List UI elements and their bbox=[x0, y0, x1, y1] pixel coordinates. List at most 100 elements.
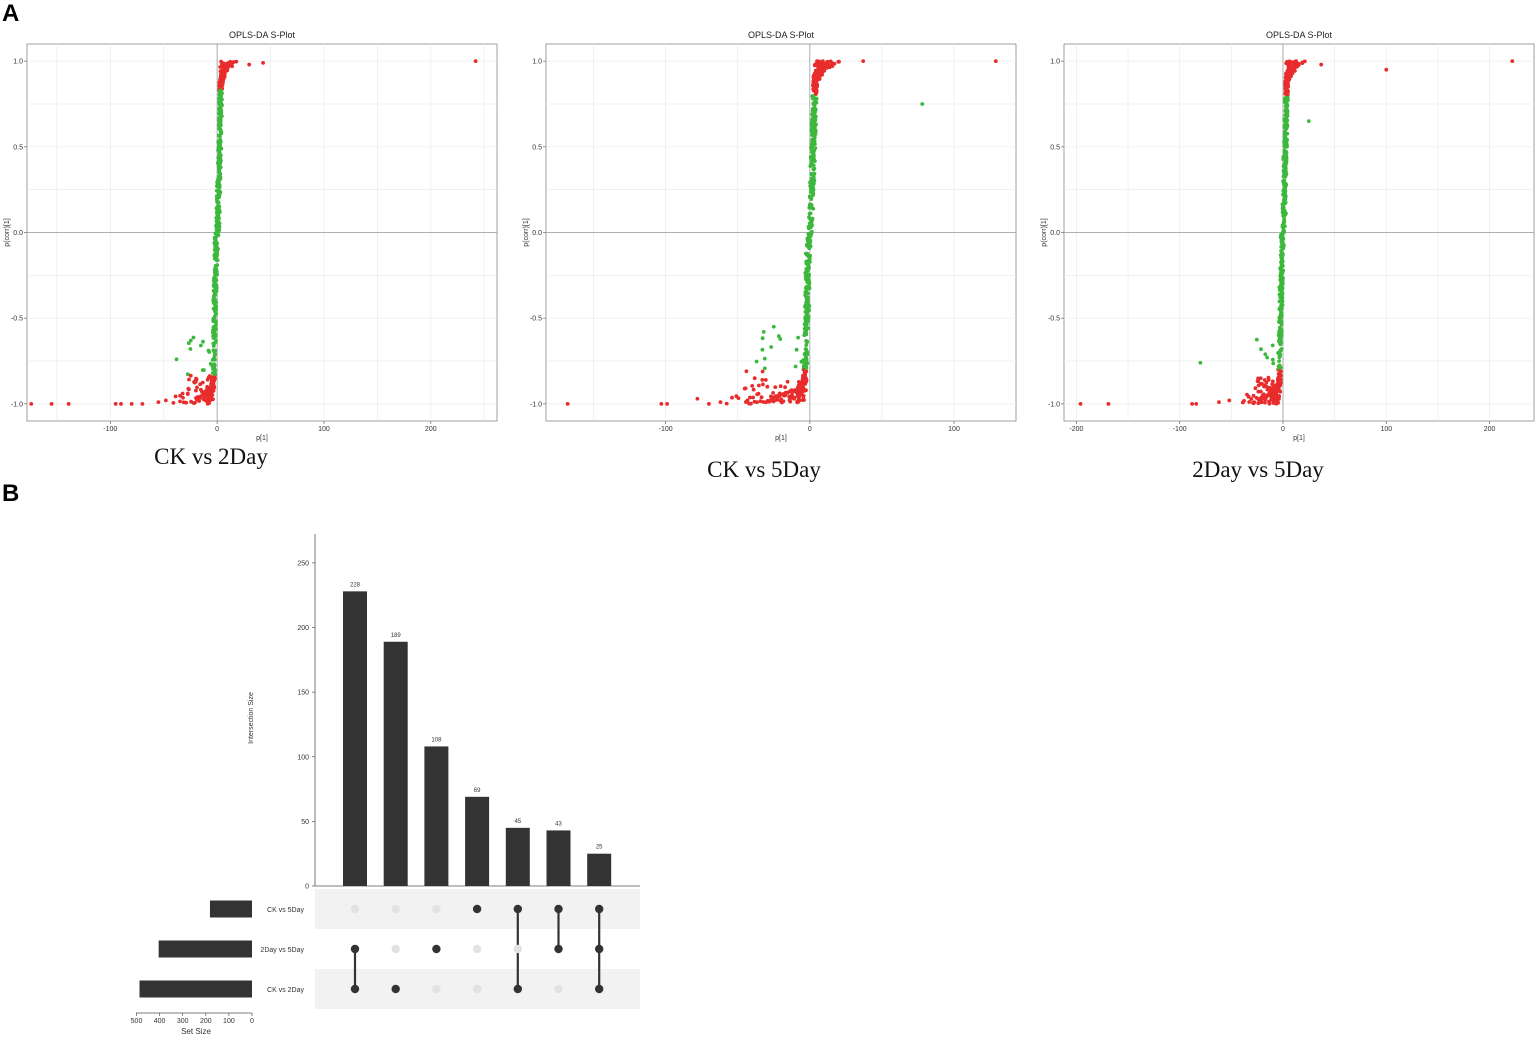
data-point bbox=[1251, 393, 1256, 398]
x-tick-label: 200 bbox=[425, 426, 437, 433]
data-point bbox=[1283, 200, 1288, 205]
matrix-dot-filled bbox=[350, 984, 360, 994]
data-point bbox=[800, 380, 805, 384]
set-size-axis-label: Set Size bbox=[181, 1027, 211, 1036]
data-point bbox=[803, 356, 808, 360]
matrix-dot-filled bbox=[554, 944, 563, 954]
outlier-point bbox=[659, 401, 664, 406]
data-point bbox=[199, 394, 203, 399]
data-point bbox=[836, 59, 841, 64]
data-point bbox=[1290, 66, 1295, 71]
x-tick-label: 0 bbox=[1281, 426, 1285, 433]
data-point bbox=[811, 167, 816, 172]
data-point bbox=[803, 290, 808, 294]
data-point bbox=[1282, 125, 1287, 129]
y-tick-label: 250 bbox=[297, 560, 309, 567]
x-axis-label: p[1] bbox=[1293, 435, 1305, 442]
x-axis-label: p[1] bbox=[256, 435, 268, 442]
data-point bbox=[194, 396, 199, 401]
data-point bbox=[769, 394, 773, 399]
data-point bbox=[217, 159, 222, 164]
data-point bbox=[221, 71, 226, 76]
data-point bbox=[214, 227, 219, 232]
data-point bbox=[802, 370, 807, 375]
data-point bbox=[824, 66, 828, 70]
bar-value-label: 228 bbox=[350, 582, 361, 588]
data-point bbox=[207, 401, 212, 405]
outlier-point bbox=[473, 59, 478, 64]
data-point bbox=[218, 95, 223, 100]
data-point bbox=[1281, 268, 1286, 273]
data-point bbox=[1278, 272, 1283, 277]
data-point bbox=[760, 369, 765, 374]
y-axis-label: p(corr)[1] bbox=[523, 218, 530, 246]
bar-value-label: 43 bbox=[555, 821, 562, 827]
data-point bbox=[808, 202, 812, 207]
data-point bbox=[201, 339, 205, 344]
data-point bbox=[217, 149, 222, 154]
y-tick-label: 1.0 bbox=[13, 59, 23, 66]
matrix-dot-filled bbox=[472, 904, 482, 914]
data-point bbox=[1277, 336, 1282, 340]
data-point bbox=[812, 135, 817, 140]
data-point bbox=[762, 366, 767, 371]
data-point bbox=[830, 61, 835, 66]
bar-value-label: 45 bbox=[514, 819, 521, 825]
data-point bbox=[213, 278, 217, 283]
data-point bbox=[752, 376, 757, 381]
data-point bbox=[1271, 361, 1276, 366]
y-tick-label: 0 bbox=[305, 884, 309, 891]
point-cloud bbox=[171, 59, 239, 406]
data-point bbox=[1280, 277, 1285, 281]
outlier-point bbox=[156, 400, 161, 405]
data-point bbox=[1279, 255, 1284, 259]
caption-ck-vs-2day: CK vs 2Day bbox=[154, 444, 268, 469]
data-point bbox=[813, 132, 818, 137]
data-point bbox=[730, 395, 734, 400]
data-point bbox=[809, 218, 813, 223]
data-point bbox=[1283, 84, 1288, 88]
data-point bbox=[215, 263, 220, 268]
data-point bbox=[736, 396, 741, 400]
data-point bbox=[1284, 143, 1289, 147]
data-point bbox=[217, 116, 222, 121]
data-point bbox=[802, 352, 807, 357]
data-point bbox=[209, 381, 214, 386]
data-point bbox=[1274, 396, 1279, 401]
data-point bbox=[227, 63, 232, 68]
matrix-dot-filled bbox=[595, 984, 604, 994]
matrix-dot-empty bbox=[391, 904, 400, 914]
data-point bbox=[216, 200, 221, 205]
data-point bbox=[824, 60, 829, 65]
data-point bbox=[214, 338, 218, 343]
data-point bbox=[771, 399, 776, 404]
data-point bbox=[751, 387, 756, 392]
data-point bbox=[202, 397, 206, 402]
data-point bbox=[760, 347, 765, 352]
y-tick-label: -1.0 bbox=[530, 401, 542, 408]
data-point bbox=[194, 377, 199, 382]
outlier-point bbox=[261, 60, 265, 65]
data-point bbox=[216, 181, 221, 186]
matrix-dot-empty bbox=[350, 904, 360, 914]
data-point bbox=[213, 257, 218, 261]
data-point bbox=[805, 319, 810, 324]
matrix-dot-empty bbox=[472, 984, 482, 994]
data-point bbox=[1283, 194, 1287, 199]
intersection-bar bbox=[383, 641, 408, 886]
s-plot-2day-vs-5day: -200 -100 0 100 200 -1.0 -0.5 0.0 0.5 1.0 OPLS-DA … bbox=[1036, 24, 1536, 444]
data-point bbox=[1281, 245, 1286, 250]
data-point bbox=[801, 374, 805, 379]
data-point bbox=[211, 283, 216, 288]
data-point bbox=[816, 61, 821, 66]
data-point bbox=[1270, 357, 1275, 362]
set-size-tick-label: 100 bbox=[223, 1018, 235, 1025]
data-point bbox=[199, 343, 203, 348]
data-point bbox=[1280, 303, 1285, 307]
data-point bbox=[757, 383, 761, 388]
data-point bbox=[745, 398, 750, 403]
data-point bbox=[181, 395, 185, 400]
data-point bbox=[187, 377, 191, 382]
data-point bbox=[1277, 372, 1282, 376]
data-point bbox=[796, 335, 800, 340]
